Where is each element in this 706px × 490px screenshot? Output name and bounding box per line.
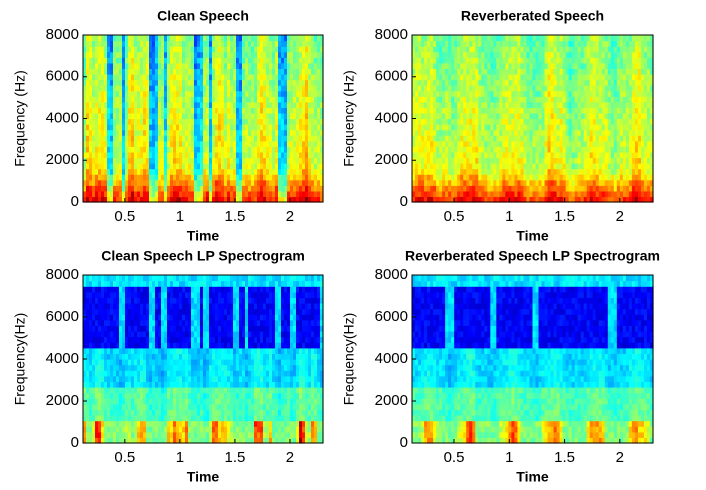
y-tick-label: 6000 [46,68,79,85]
spectrogram-image [412,35,654,203]
x-axis-label: Time [516,228,549,244]
chart-title: Reverberated Speech [461,8,604,24]
spectrogram-image [83,35,324,203]
y-tick-label: 8000 [46,26,79,43]
y-tick-label: 2000 [375,151,408,168]
y-axis-label: Frequency (Hz) [12,70,28,166]
x-tick-label: 2 [286,208,294,225]
y-axis-label: Frequency (Hz) [341,70,357,166]
y-tick-label: 4000 [375,109,408,126]
x-tick-label: 1.5 [224,208,245,225]
spectrogram-image [83,275,324,444]
x-axis-label: Time [187,228,220,244]
y-tick-label: 6000 [375,68,408,85]
x-tick-label: 0.5 [444,208,465,225]
x-tick-label: 1 [176,208,184,225]
x-tick-label: 0.5 [114,208,135,225]
y-tick-label: 8000 [375,26,408,43]
y-tick-label: 0 [71,193,79,210]
x-tick-label: 1 [505,208,513,225]
x-tick-label: 1.5 [554,208,575,225]
y-tick-label: 4000 [46,109,79,126]
y-tick-label: 2000 [46,151,79,168]
x-tick-label: 2 [616,208,624,225]
y-tick-label: 0 [400,193,408,210]
chart-title: Clean Speech [157,8,249,24]
